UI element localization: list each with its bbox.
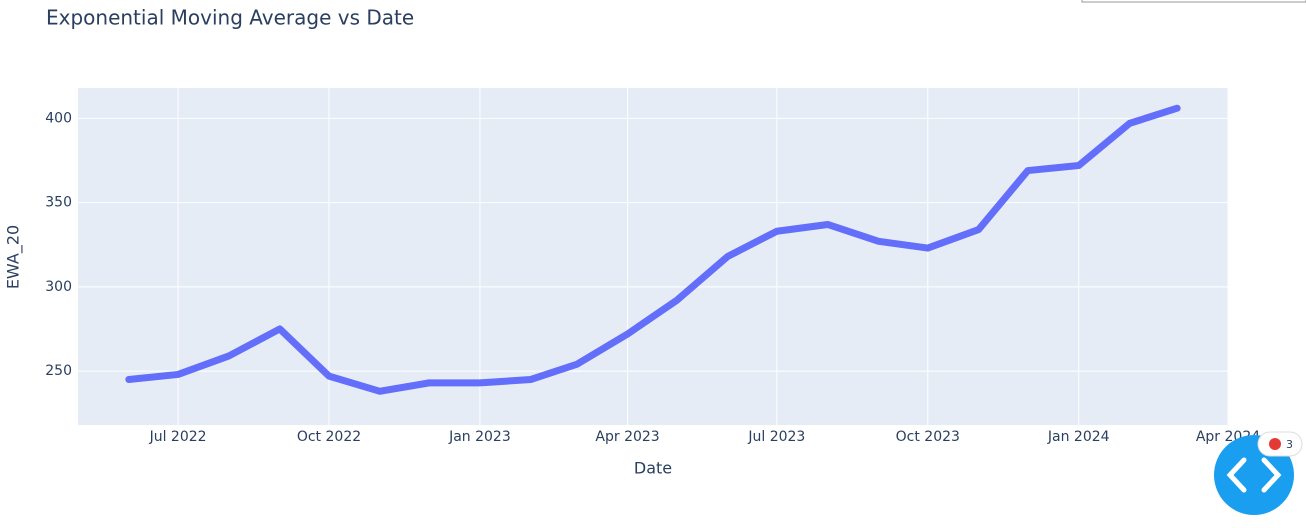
- plot-area: [78, 88, 1228, 425]
- data-line: [125, 104, 1181, 395]
- data-layer: 250 300 350 400 Jul 2022 Oct 2022 Jan 2023 Apr …: [45, 88, 1260, 445]
- x-tick-label: Oct 2023: [896, 429, 960, 445]
- x-tick-label: Jul 2022: [149, 429, 207, 445]
- x-tick-label: Oct 2022: [297, 429, 361, 445]
- badge-count: 3: [1286, 438, 1293, 451]
- y-tick-label: 350: [45, 195, 72, 211]
- overlay-edge: [1081, 0, 1306, 3]
- x-tick-label: Jan 2023: [448, 429, 511, 445]
- x-tick-label: Apr 2023: [595, 429, 659, 445]
- x-tick-label: Jan 2024: [1047, 429, 1110, 445]
- badge-dot: [1269, 438, 1281, 450]
- y-axis-title: EWA_20: [4, 225, 24, 289]
- y-tick-label: 400: [45, 110, 72, 126]
- y-tick-label: 300: [45, 279, 72, 295]
- x-axis-title: Date: [634, 459, 672, 478]
- y-tick-label: 250: [45, 363, 72, 379]
- widget-icon: [1226, 457, 1282, 493]
- chart-title: Exponential Moving Average vs Date: [46, 6, 414, 30]
- x-tick-label: Jul 2023: [747, 429, 805, 445]
